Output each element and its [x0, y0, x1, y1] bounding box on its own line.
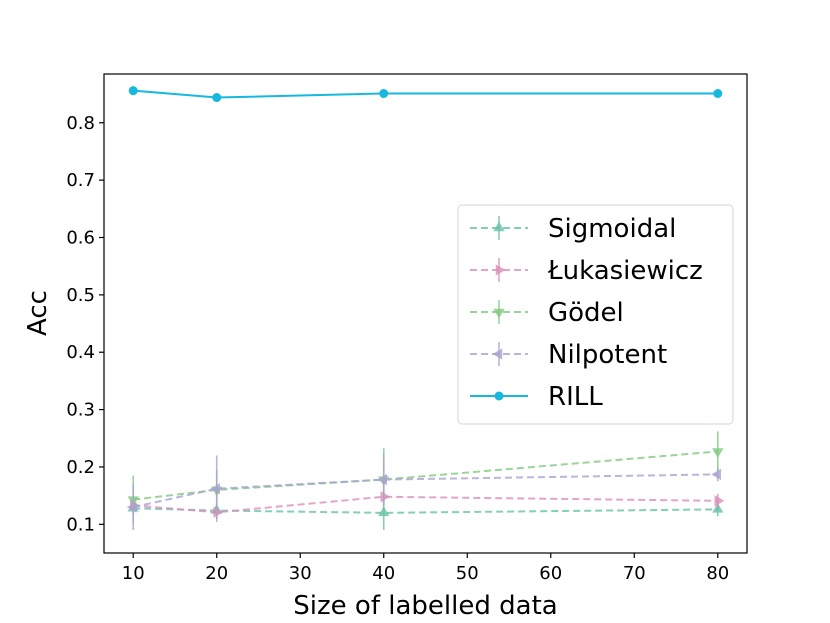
legend-swatch-marker	[492, 348, 503, 360]
nilpotent-line	[133, 473, 718, 509]
x-tick-label: 20	[205, 563, 228, 584]
godel-point	[712, 448, 724, 458]
series-layer	[126, 86, 725, 531]
plot-frame	[103, 73, 748, 554]
legend-label: Sigmoidal	[548, 214, 676, 244]
y-tick-label: 0.7	[66, 170, 95, 191]
nilpotent-point	[711, 468, 722, 481]
legend-box	[457, 204, 734, 425]
x-tick-label: 60	[539, 563, 562, 584]
x-tick-label: 10	[122, 563, 145, 584]
y-tick-label: 0.5	[66, 285, 95, 306]
x-tick-label: 80	[706, 563, 729, 584]
x-tick-label: 40	[372, 563, 395, 584]
y-tick-label: 0.4	[66, 342, 95, 363]
nilpotent-point	[210, 483, 220, 495]
lukasiewicz-line	[133, 495, 718, 514]
series-rill	[128, 86, 723, 103]
legend-swatch-marker	[493, 308, 505, 319]
y-axis-title: Acc	[23, 290, 53, 336]
series-lukasiewicz	[129, 489, 725, 520]
legend-label: RILL	[548, 382, 603, 412]
x-tick-label: 50	[456, 563, 479, 584]
legend-swatch-marker	[494, 391, 504, 401]
legend-item-sigmoidal: Sigmoidal	[470, 214, 676, 244]
x-tick-label: 30	[289, 563, 312, 584]
x-tick-label: 70	[623, 563, 646, 584]
legend-label: Nilpotent	[548, 340, 667, 370]
sigmoidal-line	[133, 507, 718, 514]
rill-point	[128, 86, 138, 96]
legend-item-rill: RILL	[470, 382, 603, 412]
lukasiewicz-point	[213, 506, 224, 518]
y-tick-label: 0.3	[66, 400, 95, 421]
legend: Sigmoidal Łukasiewicz Gödel Nilpotent RILL	[457, 204, 734, 425]
x-axis-title: Size of labelled data	[293, 591, 557, 621]
lukasiewicz-point	[380, 491, 391, 503]
nilpotent-point	[377, 473, 387, 486]
y-tick-label: 0.6	[66, 227, 95, 248]
legend-swatch-marker	[495, 264, 506, 276]
nilpotent-point	[126, 501, 137, 513]
legend-item-nilpotent: Nilpotent	[470, 340, 667, 370]
rill-point	[713, 89, 723, 99]
legend-item-lukasiewicz: Łukasiewicz	[470, 256, 703, 286]
rill-point	[379, 89, 389, 99]
y-tick-label: 0.8	[66, 113, 95, 134]
rill-point	[212, 93, 222, 103]
lukasiewicz-point	[714, 495, 725, 507]
y-tick-label: 0.1	[66, 514, 95, 535]
series-nilpotent	[126, 453, 722, 531]
rill-line	[133, 89, 718, 99]
legend-label: Łukasiewicz	[547, 256, 703, 286]
ticks-layer: 10 20 30 40 50 60 70 80 0.1 0.2 0.3 0.4 0.5 0.6 0.7 0.8	[66, 113, 729, 584]
sigmoidal-point	[712, 502, 724, 513]
y-tick-label: 0.2	[66, 457, 95, 478]
legend-swatch-marker	[493, 221, 505, 232]
sigmoidal-point	[378, 506, 390, 517]
legend-item-godel: Gödel	[470, 298, 624, 328]
legend-label: Gödel	[548, 298, 624, 328]
